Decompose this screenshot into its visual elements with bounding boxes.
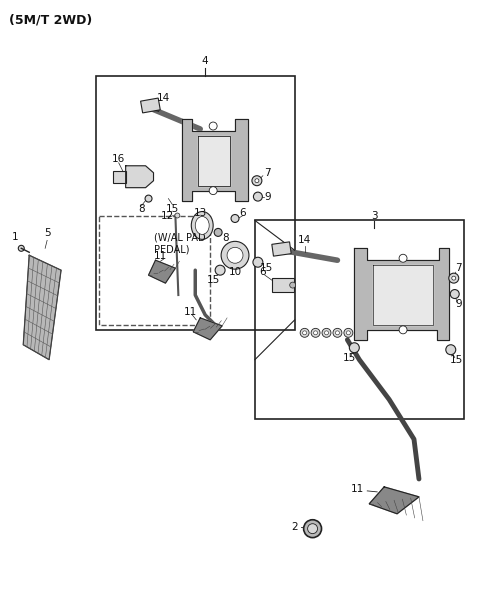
Text: 15: 15 bbox=[450, 355, 463, 365]
Ellipse shape bbox=[450, 289, 459, 298]
Ellipse shape bbox=[175, 213, 180, 218]
Text: 15: 15 bbox=[206, 275, 220, 285]
Text: 15: 15 bbox=[260, 263, 274, 273]
Ellipse shape bbox=[347, 331, 350, 335]
Text: 2: 2 bbox=[291, 522, 298, 532]
Polygon shape bbox=[369, 487, 419, 514]
Text: 9: 9 bbox=[456, 299, 462, 309]
Text: 15: 15 bbox=[166, 204, 179, 213]
Ellipse shape bbox=[255, 178, 259, 183]
Polygon shape bbox=[23, 255, 61, 359]
Bar bbox=[96, 77, 295, 330]
Ellipse shape bbox=[192, 212, 213, 239]
Text: 9: 9 bbox=[264, 192, 271, 201]
Ellipse shape bbox=[221, 241, 249, 269]
Ellipse shape bbox=[145, 195, 152, 202]
Ellipse shape bbox=[311, 329, 320, 337]
Ellipse shape bbox=[253, 192, 263, 201]
Ellipse shape bbox=[313, 331, 318, 335]
Ellipse shape bbox=[302, 331, 307, 335]
Text: (W/AL PAD
PEDAL): (W/AL PAD PEDAL) bbox=[154, 232, 205, 254]
Polygon shape bbox=[354, 248, 449, 339]
Polygon shape bbox=[148, 260, 175, 283]
Ellipse shape bbox=[333, 329, 342, 337]
Polygon shape bbox=[182, 119, 248, 201]
Ellipse shape bbox=[231, 215, 239, 223]
Text: 1: 1 bbox=[12, 232, 19, 242]
Ellipse shape bbox=[304, 520, 322, 538]
Text: 14: 14 bbox=[157, 93, 170, 103]
Ellipse shape bbox=[18, 245, 24, 251]
Text: 13: 13 bbox=[193, 207, 207, 218]
Text: 3: 3 bbox=[371, 210, 378, 221]
Ellipse shape bbox=[209, 187, 217, 195]
Ellipse shape bbox=[452, 276, 456, 280]
Text: 7: 7 bbox=[264, 168, 271, 178]
Text: 15: 15 bbox=[343, 353, 356, 362]
Ellipse shape bbox=[399, 254, 407, 262]
Ellipse shape bbox=[209, 122, 217, 130]
Polygon shape bbox=[373, 265, 433, 325]
Ellipse shape bbox=[336, 331, 339, 335]
Text: (5M/T 2WD): (5M/T 2WD) bbox=[9, 14, 93, 27]
Ellipse shape bbox=[227, 247, 243, 264]
Text: 6: 6 bbox=[260, 267, 266, 277]
Bar bbox=[141, 98, 160, 113]
Ellipse shape bbox=[214, 229, 222, 236]
Text: 6: 6 bbox=[240, 207, 246, 218]
Text: 11: 11 bbox=[184, 307, 197, 317]
Ellipse shape bbox=[300, 329, 309, 337]
Text: 4: 4 bbox=[202, 57, 208, 66]
Text: 12: 12 bbox=[161, 210, 174, 221]
Text: 16: 16 bbox=[112, 154, 125, 164]
Ellipse shape bbox=[252, 175, 262, 186]
Ellipse shape bbox=[195, 216, 209, 235]
Bar bbox=[272, 242, 291, 256]
Text: 8: 8 bbox=[138, 204, 145, 213]
Polygon shape bbox=[126, 166, 154, 188]
Ellipse shape bbox=[253, 257, 263, 267]
Text: 11: 11 bbox=[351, 484, 364, 494]
Ellipse shape bbox=[308, 524, 318, 534]
Ellipse shape bbox=[324, 331, 328, 335]
Ellipse shape bbox=[322, 329, 331, 337]
Polygon shape bbox=[193, 318, 222, 339]
Bar bbox=[113, 171, 126, 183]
Ellipse shape bbox=[349, 343, 360, 353]
Ellipse shape bbox=[290, 282, 296, 288]
Bar bbox=[99, 215, 210, 325]
Ellipse shape bbox=[215, 265, 225, 275]
Polygon shape bbox=[198, 136, 230, 186]
Text: 8: 8 bbox=[222, 233, 228, 244]
Text: 14: 14 bbox=[298, 235, 311, 245]
Ellipse shape bbox=[399, 326, 407, 334]
Ellipse shape bbox=[344, 329, 353, 337]
Ellipse shape bbox=[446, 345, 456, 355]
Text: 11: 11 bbox=[154, 251, 167, 261]
Bar bbox=[255, 221, 464, 419]
Text: 10: 10 bbox=[228, 267, 241, 277]
Text: 7: 7 bbox=[456, 263, 462, 273]
Ellipse shape bbox=[449, 273, 459, 283]
Text: 5: 5 bbox=[44, 229, 50, 238]
Bar bbox=[272, 278, 294, 292]
